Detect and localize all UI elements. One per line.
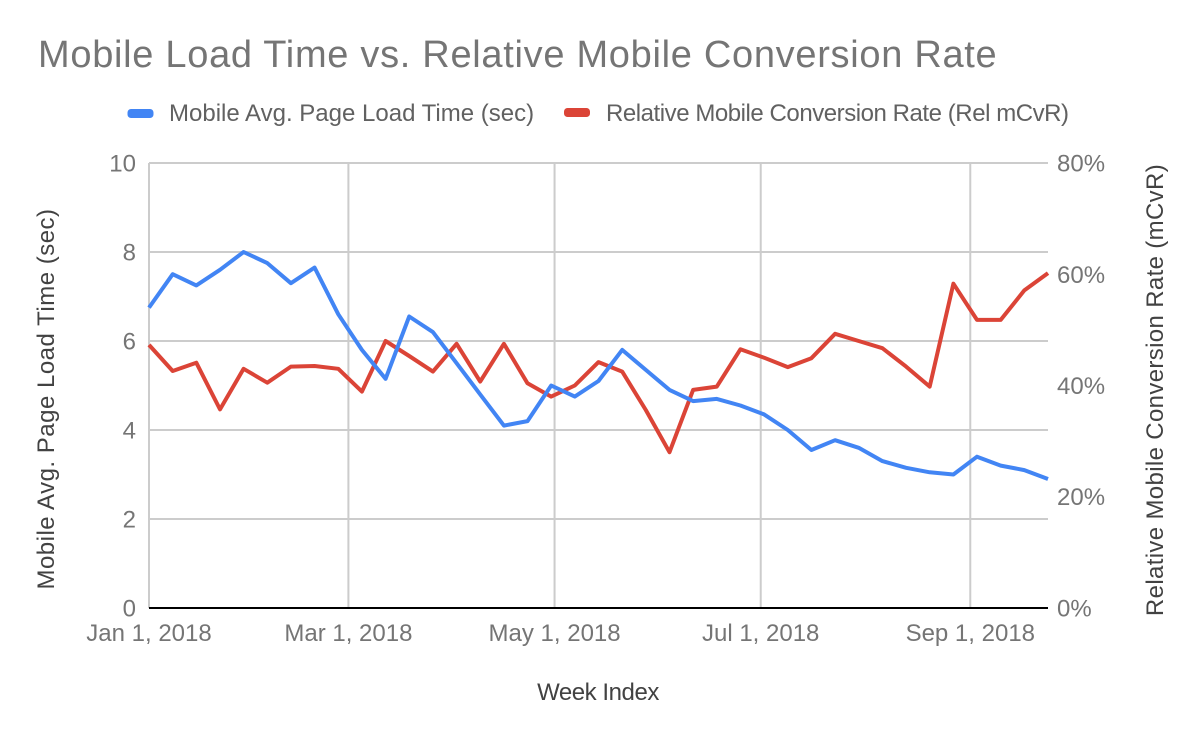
- svg-text:Relative Mobile Conversion Rat: Relative Mobile Conversion Rate (Rel mCv…: [606, 100, 1069, 127]
- svg-text:40%: 40%: [1057, 373, 1105, 400]
- svg-text:May 1, 2018: May 1, 2018: [489, 620, 621, 647]
- svg-text:6: 6: [123, 329, 136, 356]
- svg-text:20%: 20%: [1057, 484, 1105, 511]
- svg-text:Mar 1, 2018: Mar 1, 2018: [284, 620, 412, 647]
- svg-text:0: 0: [123, 596, 136, 623]
- svg-text:0%: 0%: [1057, 596, 1092, 623]
- svg-text:80%: 80%: [1057, 151, 1105, 178]
- svg-text:Mobile Avg. Page Load Time (se: Mobile Avg. Page Load Time (sec): [169, 100, 534, 127]
- svg-text:10: 10: [109, 151, 136, 178]
- svg-text:Week Index: Week Index: [537, 679, 659, 706]
- svg-text:Mobile Load Time vs. Relative: Mobile Load Time vs. Relative Mobile Con…: [38, 34, 997, 76]
- svg-text:Jan 1, 2018: Jan 1, 2018: [86, 620, 211, 647]
- svg-text:Sep 1, 2018: Sep 1, 2018: [906, 620, 1035, 647]
- svg-text:4: 4: [123, 418, 136, 445]
- svg-text:Jul 1, 2018: Jul 1, 2018: [702, 620, 819, 647]
- svg-text:60%: 60%: [1057, 262, 1105, 289]
- svg-text:8: 8: [123, 240, 136, 267]
- svg-text:Mobile Avg. Page Load Time (se: Mobile Avg. Page Load Time (sec): [33, 208, 60, 589]
- svg-text:2: 2: [123, 507, 136, 534]
- svg-text:Relative Mobile Conversion Rat: Relative Mobile Conversion Rate (mCvR): [1142, 164, 1169, 616]
